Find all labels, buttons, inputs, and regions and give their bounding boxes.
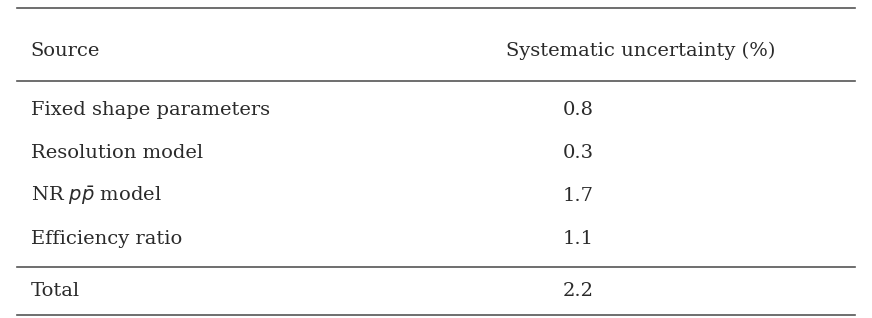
Text: 0.3: 0.3 <box>562 144 594 162</box>
Text: NR $p\bar{p}$ model: NR $p\bar{p}$ model <box>31 184 161 207</box>
Text: Resolution model: Resolution model <box>31 144 202 162</box>
Text: Fixed shape parameters: Fixed shape parameters <box>31 101 269 119</box>
Text: 0.8: 0.8 <box>562 101 594 119</box>
Text: 2.2: 2.2 <box>562 282 594 300</box>
Text: 1.1: 1.1 <box>562 230 594 247</box>
Text: Total: Total <box>31 282 79 300</box>
Text: Source: Source <box>31 42 100 60</box>
Text: 1.7: 1.7 <box>562 187 594 204</box>
Text: Efficiency ratio: Efficiency ratio <box>31 230 181 247</box>
Text: Systematic uncertainty (%): Systematic uncertainty (%) <box>506 42 775 60</box>
